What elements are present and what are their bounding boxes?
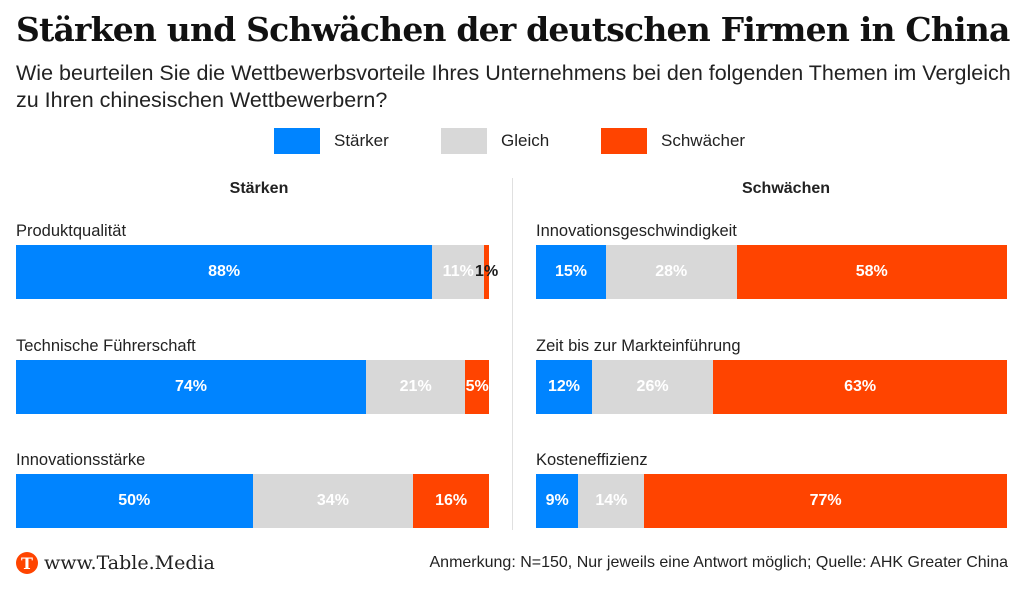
segment-schwaecher: 5%: [465, 360, 489, 414]
chart-title: Stärken und Schwächen der deutschen Firm…: [16, 10, 1010, 49]
data-label: 14%: [595, 492, 628, 509]
category-label: Kosteneffizienz: [536, 451, 648, 469]
panel-title-schwaechen: Schwächen: [741, 180, 831, 197]
legend: Stärker Gleich Schwächer: [0, 128, 1024, 154]
data-label: 50%: [118, 492, 151, 509]
legend-label-schwaecher: Schwächer: [661, 131, 746, 150]
segment-schwaecher: 16%: [413, 474, 489, 528]
segment-schwaecher: 1%: [475, 245, 498, 299]
legend-swatch-staerker: [274, 128, 320, 154]
segment-staerker: 15%: [536, 245, 606, 299]
data-label: 58%: [855, 263, 888, 280]
legend-label-staerker: Stärker: [334, 131, 389, 150]
stacked-bar: 15% 28% 58%: [536, 245, 1007, 299]
brand-logo: T www.Table.Media: [16, 552, 215, 574]
stacked-bar: 9% 14% 77%: [536, 474, 1007, 528]
data-label: 9%: [545, 492, 569, 509]
segment-gleich: 14%: [578, 474, 645, 528]
segment-gleich: 28%: [605, 245, 737, 299]
category-label: Innovationsgeschwindigkeit: [536, 222, 737, 240]
legend-swatch-schwaecher: [601, 128, 647, 154]
segment-gleich: 26%: [591, 360, 714, 414]
stacked-bar: 50% 34% 16%: [16, 474, 489, 528]
legend-label-gleich: Gleich: [501, 131, 550, 150]
chart-subtitle: Wie beurteilen Sie die Wettbewerbsvortei…: [16, 61, 1011, 112]
data-label: 5%: [465, 378, 489, 395]
segment-schwaecher: 58%: [736, 245, 1007, 299]
category-label: Produktqualität: [16, 222, 127, 240]
category-label: Technische Führerschaft: [16, 337, 196, 355]
data-label: 26%: [636, 378, 669, 395]
data-label: 88%: [208, 263, 241, 280]
data-label: 63%: [844, 378, 877, 395]
panel-title-staerken: Stärken: [229, 180, 289, 197]
stacked-bar: 88% 11% 1%: [16, 245, 498, 299]
brand-url: www.Table.Media: [44, 552, 215, 574]
segment-gleich: 34%: [252, 474, 414, 528]
data-label: 11%: [442, 263, 474, 280]
stacked-bar: 74% 21% 5%: [16, 360, 489, 414]
data-label: 34%: [316, 492, 349, 509]
segment-staerker: 9%: [536, 474, 579, 528]
legend-swatch-gleich: [441, 128, 487, 154]
category-label: Zeit bis zur Markteinführung: [536, 337, 741, 355]
segment-staerker: 88%: [16, 245, 433, 299]
legend-item-gleich: Gleich: [441, 128, 549, 154]
data-label: 12%: [547, 378, 580, 395]
data-label: 77%: [809, 492, 842, 509]
table-media-logo-icon: T: [16, 552, 38, 574]
data-label: 21%: [399, 378, 432, 395]
data-label: 16%: [435, 492, 468, 509]
segment-schwaecher: 77%: [644, 474, 1007, 528]
segment-gleich: 21%: [366, 360, 466, 414]
segment-staerker: 12%: [536, 360, 592, 414]
legend-item-schwaecher: Schwächer: [601, 128, 745, 154]
segment-gleich: 11%: [432, 245, 485, 299]
category-label: Innovationsstärke: [16, 451, 146, 469]
source-note: Anmerkung: N=150, Nur jeweils eine Antwo…: [429, 554, 1009, 571]
panel-divider: [512, 178, 513, 530]
data-label: 15%: [554, 263, 587, 280]
stacked-bar: 12% 26% 63%: [536, 360, 1007, 414]
segment-schwaecher: 63%: [713, 360, 1007, 414]
legend-item-staerker: Stärker: [274, 128, 389, 154]
data-label: 28%: [655, 263, 688, 280]
segment-staerker: 50%: [16, 474, 253, 528]
segment-staerker: 74%: [16, 360, 367, 414]
data-label: 1%: [475, 263, 499, 280]
data-label: 74%: [174, 378, 208, 395]
